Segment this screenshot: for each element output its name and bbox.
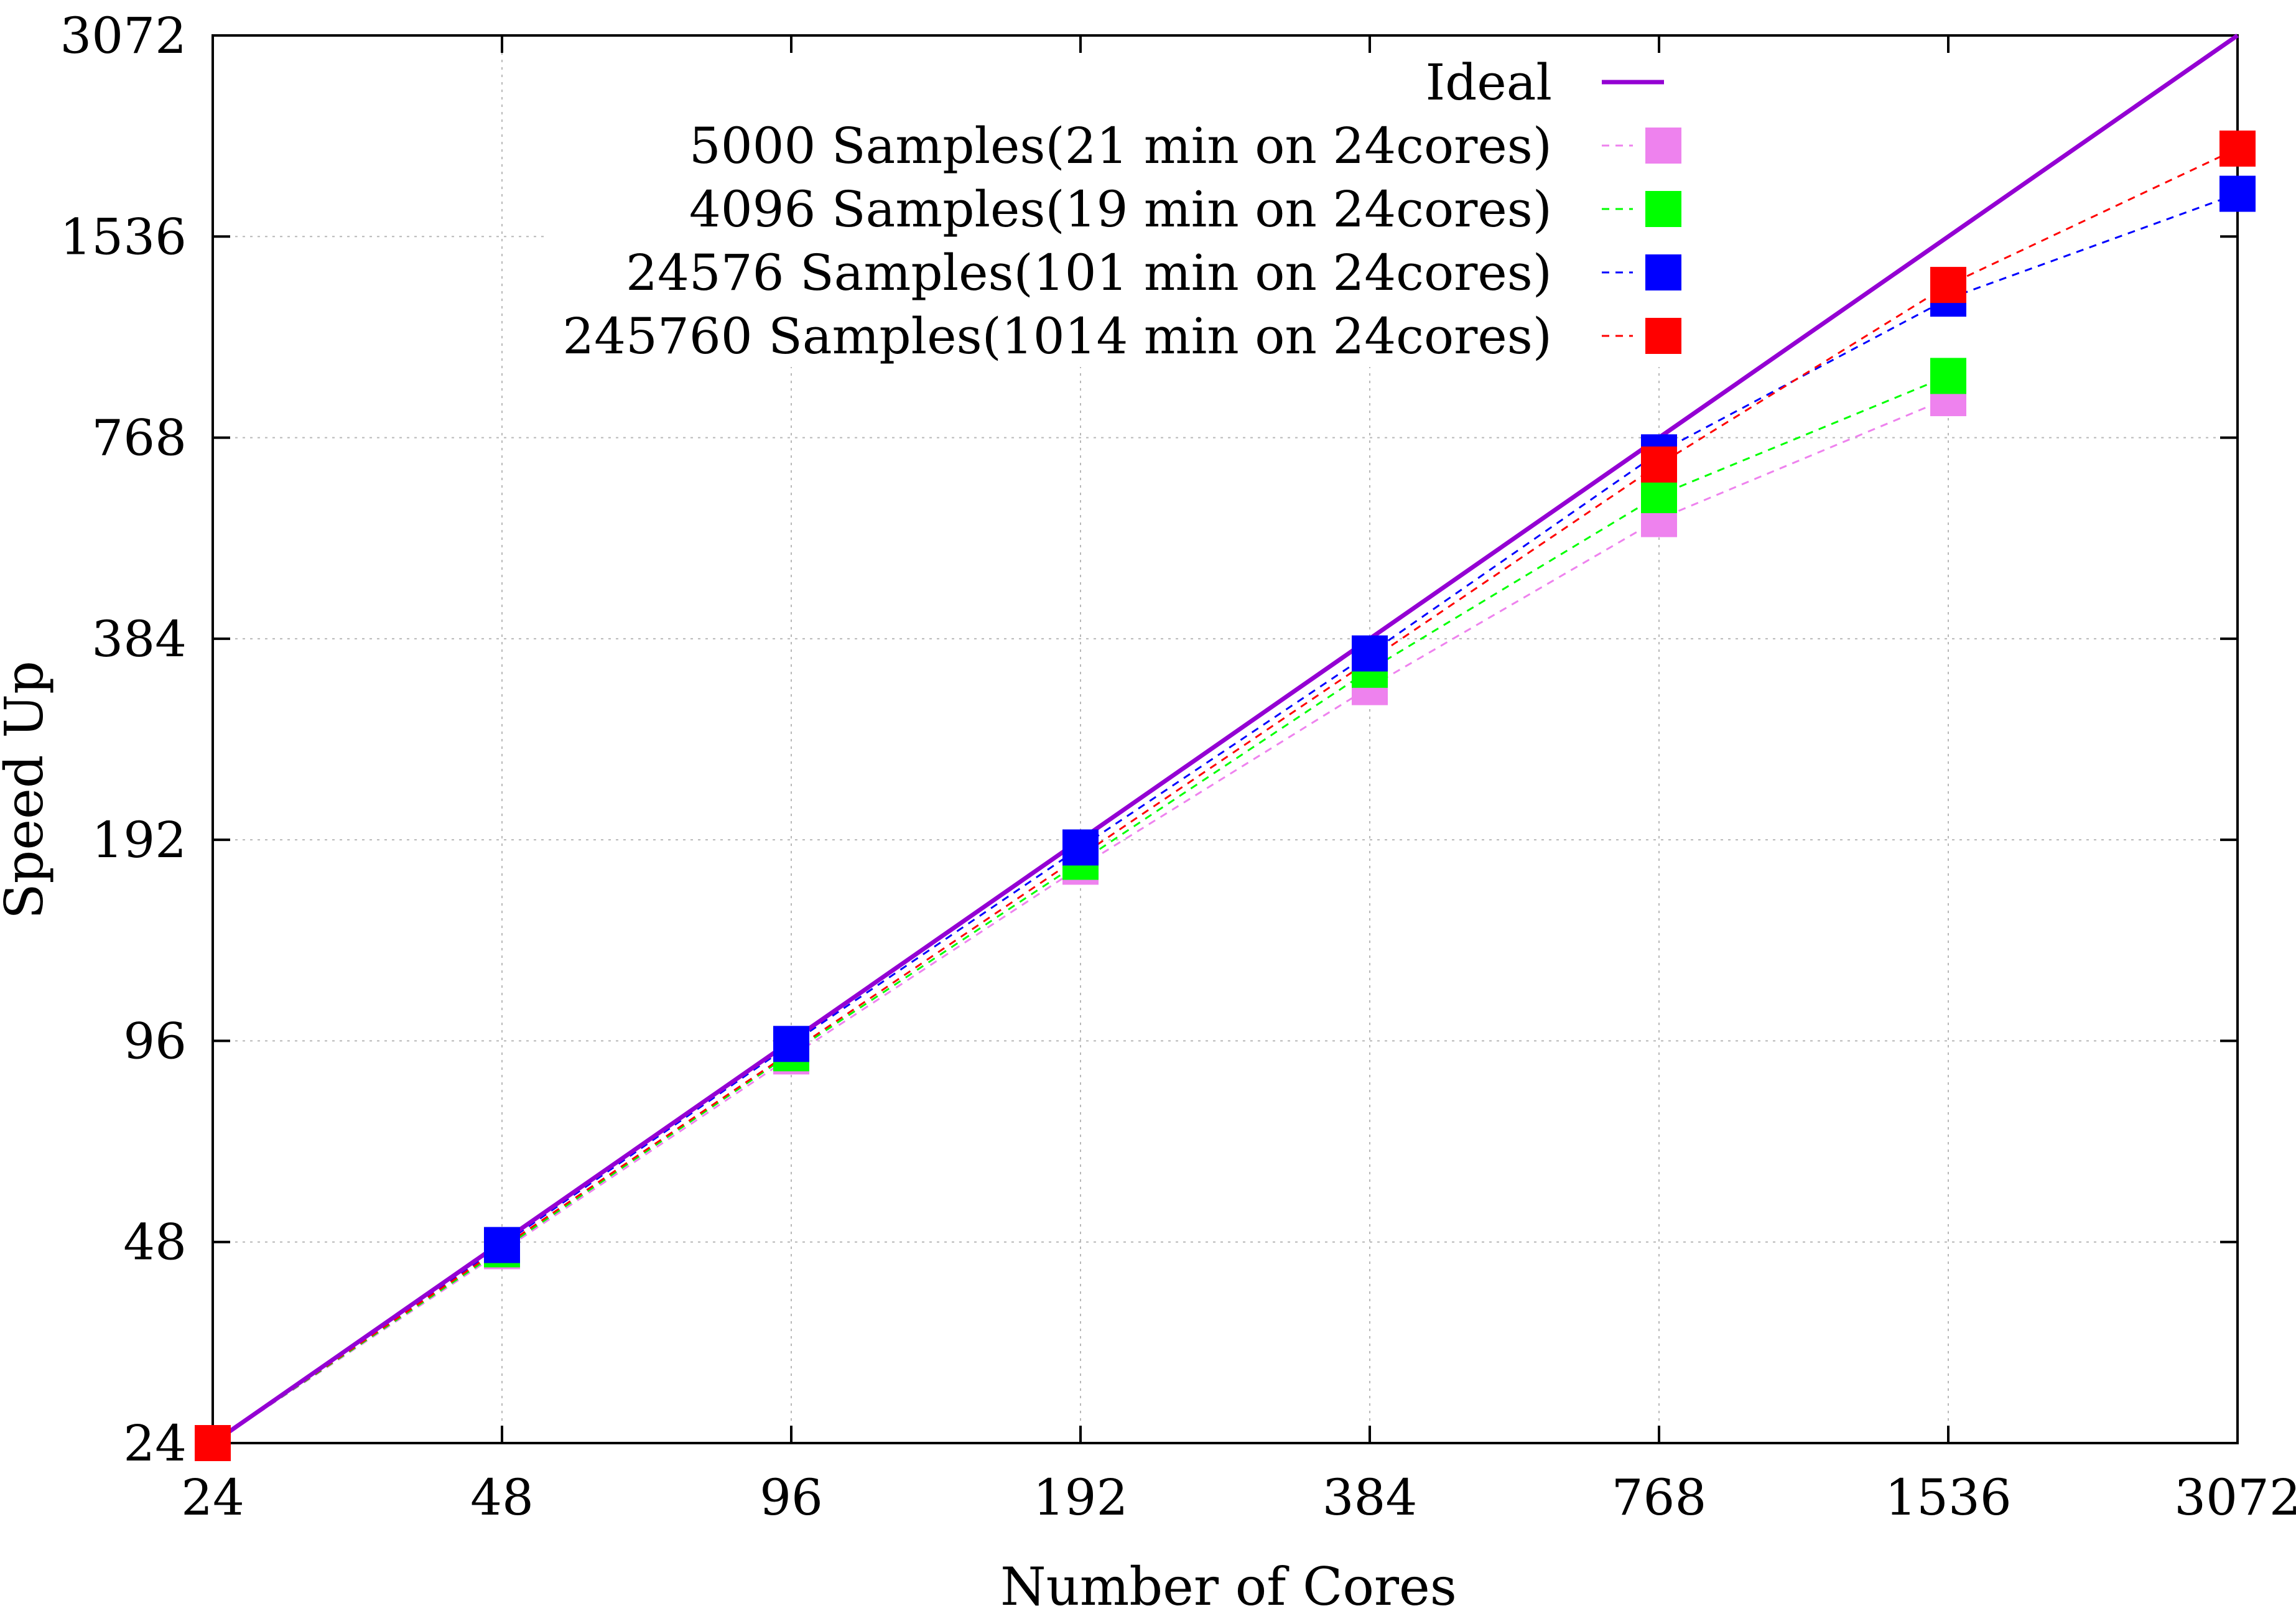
x-tick-label: 96 bbox=[760, 1469, 823, 1526]
legend-marker-swatch bbox=[1645, 318, 1681, 354]
y-tick-label: 24 bbox=[123, 1414, 187, 1472]
legend-label: 5000 Samples(21 min on 24cores) bbox=[689, 117, 1552, 175]
axes: 24 48 96 192 384 768 1536 3072 24 48 96 192 384 768 15… bbox=[60, 7, 2296, 1526]
data-point bbox=[773, 1026, 809, 1062]
x-tick-label: 768 bbox=[1612, 1469, 1707, 1526]
data-point bbox=[195, 1425, 231, 1461]
y-tick-label: 48 bbox=[123, 1214, 187, 1271]
legend-marker-swatch bbox=[1645, 191, 1681, 227]
x-tick-label: 24 bbox=[181, 1469, 244, 1526]
data-point bbox=[1641, 446, 1677, 483]
plot-frame bbox=[211, 34, 2239, 1444]
y-tick-label: 768 bbox=[91, 409, 187, 467]
legend-label: 4096 Samples(19 min on 24cores) bbox=[689, 180, 1552, 238]
y-tick-label: 1536 bbox=[60, 208, 187, 266]
data-point bbox=[484, 1227, 520, 1263]
data-point bbox=[1352, 635, 1388, 672]
data-point bbox=[1641, 476, 1677, 513]
series-line bbox=[212, 375, 1949, 1444]
series-line bbox=[212, 193, 2238, 1444]
x-tick-label: 384 bbox=[1322, 1469, 1418, 1526]
data-point bbox=[1930, 267, 1966, 304]
series-line bbox=[212, 147, 2238, 1444]
y-tick-label: 96 bbox=[123, 1012, 187, 1070]
x-tick-label: 3072 bbox=[2174, 1469, 2296, 1526]
data-point bbox=[2219, 130, 2256, 167]
legend-label: Ideal bbox=[1426, 53, 1552, 111]
x-tick-label: 192 bbox=[1033, 1469, 1128, 1526]
data-point bbox=[1062, 829, 1099, 866]
data-point bbox=[2219, 175, 2256, 212]
x-tick-label: 48 bbox=[470, 1469, 534, 1526]
legend: Ideal 5000 Samples(21 min on 24cores)4096… bbox=[562, 53, 1681, 365]
grid bbox=[213, 35, 2238, 1443]
y-tick-label: 384 bbox=[91, 610, 187, 668]
ideal-line bbox=[211, 34, 2239, 1445]
x-axis-label: Number of Cores bbox=[1000, 1556, 1457, 1616]
legend-label: 24576 Samples(101 min on 24cores) bbox=[626, 244, 1552, 302]
y-tick-label: 3072 bbox=[60, 7, 187, 65]
legend-label: 245760 Samples(1014 min on 24cores) bbox=[562, 307, 1552, 365]
legend-marker-swatch bbox=[1645, 254, 1681, 290]
y-tick-label: 192 bbox=[91, 811, 187, 869]
x-tick-label: 1536 bbox=[1885, 1469, 2012, 1526]
series bbox=[195, 34, 2256, 1461]
data-point bbox=[1930, 358, 1966, 394]
legend-marker-swatch bbox=[1645, 128, 1681, 164]
y-axis-label: Speed Up bbox=[0, 661, 55, 919]
series-line bbox=[212, 397, 1949, 1444]
